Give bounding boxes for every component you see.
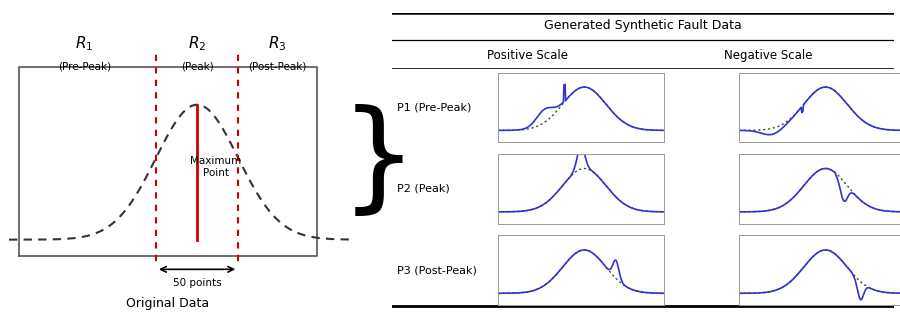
Text: Maximum
Point: Maximum Point	[190, 156, 241, 177]
Text: 50 points: 50 points	[173, 279, 221, 289]
Text: $\mathit{R}_1$: $\mathit{R}_1$	[75, 34, 94, 53]
Text: (Post-Peak): (Post-Peak)	[248, 62, 307, 72]
Text: P3 (Post-Peak): P3 (Post-Peak)	[397, 266, 477, 275]
Text: Positive Scale: Positive Scale	[487, 49, 568, 62]
Text: $\mathit{R}_2$: $\mathit{R}_2$	[188, 34, 206, 53]
Text: Generated Synthetic Fault Data: Generated Synthetic Fault Data	[544, 20, 742, 32]
Text: Original Data: Original Data	[127, 297, 210, 310]
Text: P2 (Peak): P2 (Peak)	[397, 184, 449, 194]
Text: P1 (Pre-Peak): P1 (Pre-Peak)	[397, 102, 471, 112]
Text: }: }	[339, 104, 417, 221]
Text: $\mathit{R}_3$: $\mathit{R}_3$	[268, 34, 287, 53]
Text: (Pre-Peak): (Pre-Peak)	[58, 62, 111, 72]
Text: (Peak): (Peak)	[181, 62, 213, 72]
Text: Negative Scale: Negative Scale	[724, 49, 813, 62]
